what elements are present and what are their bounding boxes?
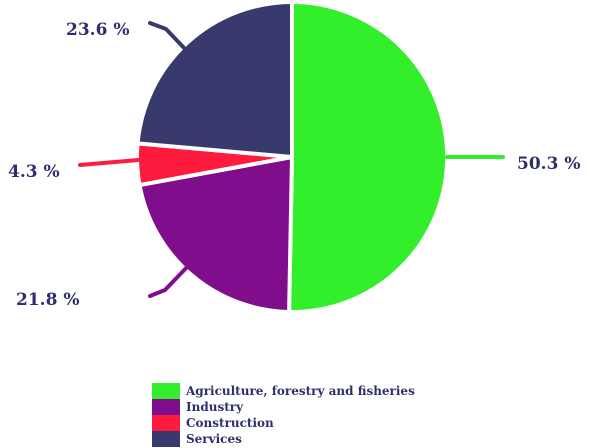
legend-label-construction: Construction xyxy=(186,416,274,430)
legend-swatch-agriculture xyxy=(152,383,180,399)
pie-slice-agriculture xyxy=(287,0,450,314)
slice-value-labels: 50.3 % 21.8 % 4.3 % 23.6 % xyxy=(8,20,580,310)
legend-item-industry: Industry xyxy=(152,399,472,415)
value-label-industry: 21.8 % xyxy=(16,290,79,310)
leader-lines xyxy=(78,21,505,298)
legend-swatch-services xyxy=(152,431,180,447)
pie-slice-industry xyxy=(137,155,294,314)
value-label-agriculture: 50.3 % xyxy=(517,154,580,174)
legend-label-services: Services xyxy=(186,432,242,446)
legend-item-construction: Construction xyxy=(152,415,472,431)
leader-line-construction xyxy=(78,158,140,167)
leader-line-services xyxy=(148,21,188,52)
legend-item-services: Services xyxy=(152,431,472,447)
legend-swatch-construction xyxy=(152,415,180,431)
legend-label-industry: Industry xyxy=(186,400,244,414)
value-label-services: 23.6 % xyxy=(66,20,129,40)
pie-slice-services xyxy=(135,0,294,159)
legend-label-agriculture: Agriculture, forestry and fisheries xyxy=(186,384,415,398)
legend: Agriculture, forestry and fisheries Indu… xyxy=(152,383,472,447)
value-label-construction: 4.3 % xyxy=(8,162,60,182)
pie-slices xyxy=(135,0,450,314)
legend-item-agriculture: Agriculture, forestry and fisheries xyxy=(152,383,472,399)
legend-swatch-industry xyxy=(152,399,180,415)
leader-line-industry xyxy=(148,263,191,298)
